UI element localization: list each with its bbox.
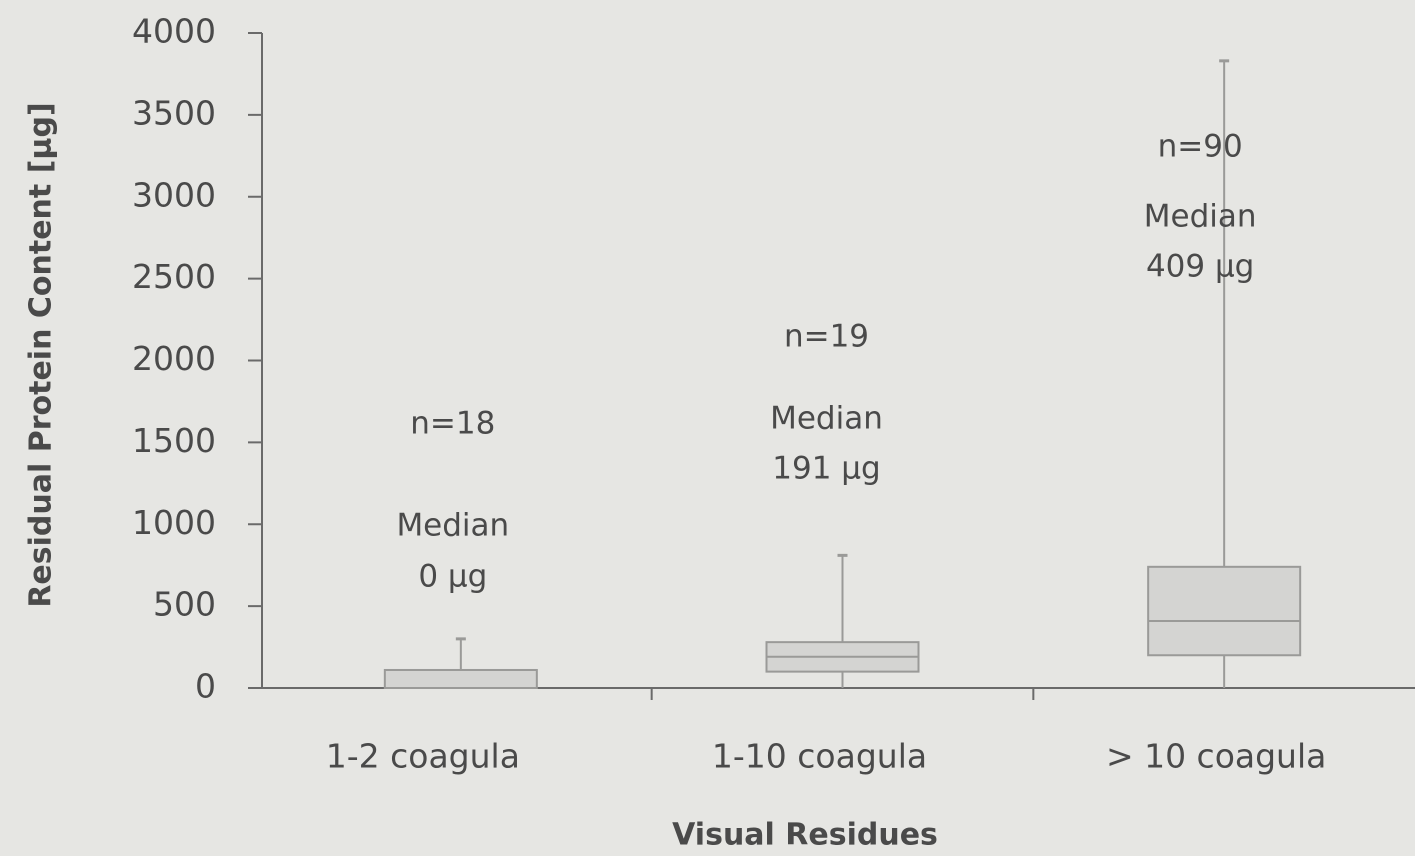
y-tick-label: 1500 [132, 421, 216, 460]
box [383, 668, 538, 689]
annotation: n=19 [784, 319, 869, 355]
y-tick-label: 0 [195, 667, 216, 706]
annotation: 0 µg [418, 559, 487, 595]
y-tick-label: 2500 [132, 257, 216, 296]
y-tick-label: 2000 [132, 339, 216, 378]
x-tick-label: > 10 coagula [1106, 737, 1326, 776]
box [1147, 565, 1302, 657]
x-axis-label: Visual Residues [672, 818, 938, 853]
x-tick-label: 1-10 coagula [712, 737, 927, 776]
annotation: Median [396, 508, 509, 544]
annotation: n=90 [1158, 129, 1243, 165]
x-tick-label: 1-2 coagula [326, 737, 520, 776]
annotation: 191 µg [772, 451, 880, 487]
y-tick-label: 3000 [132, 175, 216, 214]
annotation: n=18 [410, 406, 495, 442]
y-tick-label: 1000 [132, 503, 216, 542]
annotation: Median [770, 401, 883, 437]
y-axis-label: Residual Protein Content [µg] [24, 102, 59, 607]
y-tick-label: 500 [153, 585, 216, 624]
y-tick-label: 3500 [132, 93, 216, 132]
annotation: Median [1144, 199, 1257, 235]
annotation: 409 µg [1146, 249, 1254, 285]
y-tick-label: 4000 [132, 12, 216, 51]
